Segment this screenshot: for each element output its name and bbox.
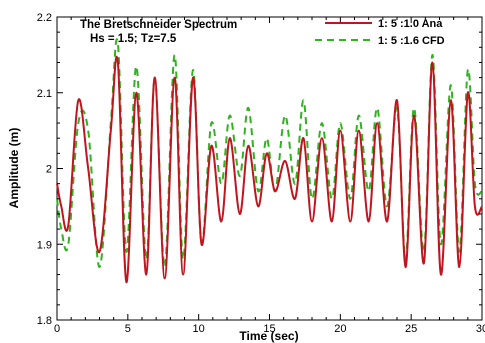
y-tick-label: 1.9 — [37, 239, 52, 251]
y-tick-label: 2.1 — [37, 88, 52, 100]
x-tick-label: 25 — [405, 323, 417, 335]
ticks-layer: 0 5 10 15 20 25 30 1.8 1.9 2 2.1 2.2 — [37, 12, 485, 335]
x-tick-label: 15 — [263, 323, 275, 335]
legend: 1: 5 :1.0 Ana 1: 5 :1.6 CFD — [315, 18, 445, 47]
x-tick-label: 20 — [334, 323, 346, 335]
x-tick-label: 30 — [476, 323, 485, 335]
series-line-cfd — [56, 38, 483, 269]
x-axis-label: Time (sec) — [239, 329, 298, 343]
x-tick-label: 0 — [54, 323, 60, 335]
y-tick-label: 2 — [46, 164, 52, 176]
x-tick-label: 10 — [193, 323, 205, 335]
chart-subtitle: Hs = 1.5; Tz=7.5 — [90, 33, 177, 45]
series-layer — [56, 38, 483, 284]
legend-label-cfd: 1: 5 :1.6 CFD — [378, 35, 445, 47]
y-axis-label: Amplitude (m) — [7, 128, 21, 209]
chart-title: The Bretschneider Spectrum — [80, 19, 237, 31]
y-tick-label: 2.2 — [37, 12, 52, 24]
x-tick-label: 5 — [125, 323, 131, 335]
y-tick-label: 1.8 — [37, 315, 52, 327]
series-line-ana — [56, 55, 483, 284]
legend-label-ana: 1: 5 :1.0 Ana — [378, 18, 443, 30]
